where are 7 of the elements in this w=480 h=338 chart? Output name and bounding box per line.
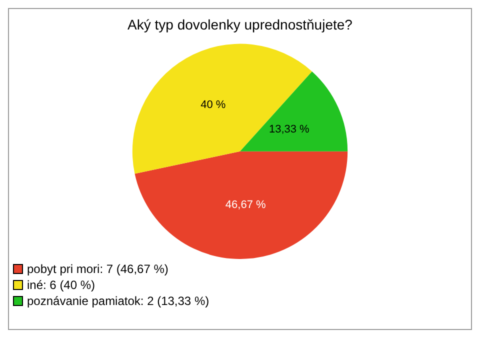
legend-label: iné: 6 (40 %) (27, 278, 96, 292)
data-label: 13,33 % (268, 124, 310, 136)
legend-label: pobyt pri mori: 7 (46,67 %) (27, 262, 168, 276)
chart-title: Aký typ dovolenky uprednostňujete? (128, 16, 353, 32)
legend-label: poznávanie pamiatok: 2 (13,33 %) (27, 294, 210, 308)
data-label: 40 % (200, 98, 226, 111)
data-label: 46,67 % (225, 198, 266, 211)
